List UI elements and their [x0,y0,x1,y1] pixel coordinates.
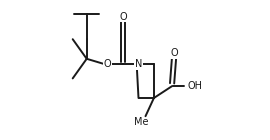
Text: O: O [119,12,127,22]
Text: O: O [170,48,178,58]
Text: N: N [135,59,142,69]
Text: Me: Me [134,117,148,127]
Text: O: O [104,59,112,69]
Text: OH: OH [187,81,202,91]
